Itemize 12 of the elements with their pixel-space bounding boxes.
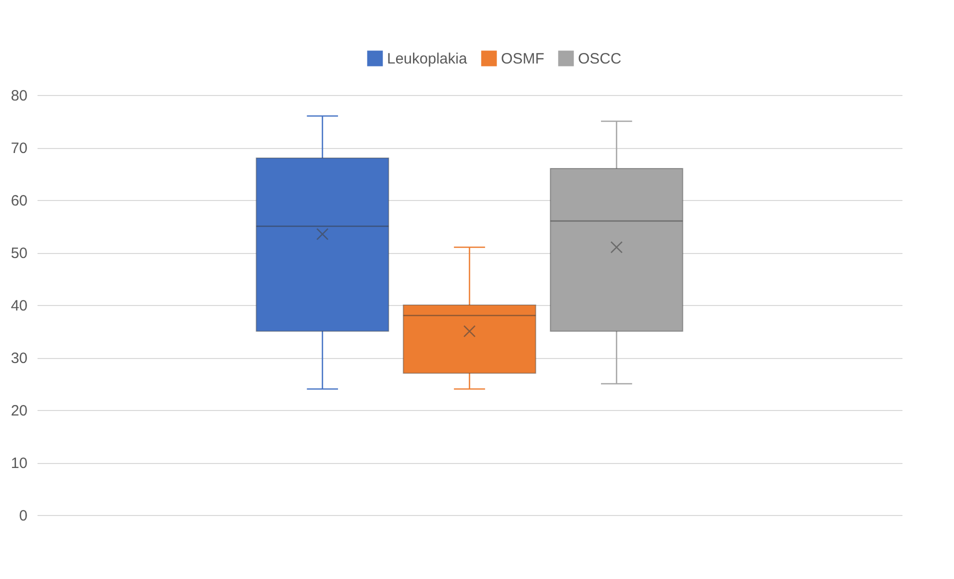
legend-label: OSMF xyxy=(501,50,544,68)
y-tick-label: 60 xyxy=(10,192,28,210)
y-tick-label: 40 xyxy=(10,298,28,314)
legend-label: Leukoplakia xyxy=(387,50,468,68)
y-tick-label: 10 xyxy=(10,455,28,472)
y-tick-label: 30 xyxy=(10,350,28,367)
y-tick-label: 50 xyxy=(10,245,28,262)
legend-label: OSCC xyxy=(578,50,622,68)
y-tick-label: 0 xyxy=(19,508,28,524)
y-tick-label: 80 xyxy=(10,88,28,104)
y-tick-label: 20 xyxy=(10,402,28,420)
y-tick-label: 70 xyxy=(10,140,28,157)
